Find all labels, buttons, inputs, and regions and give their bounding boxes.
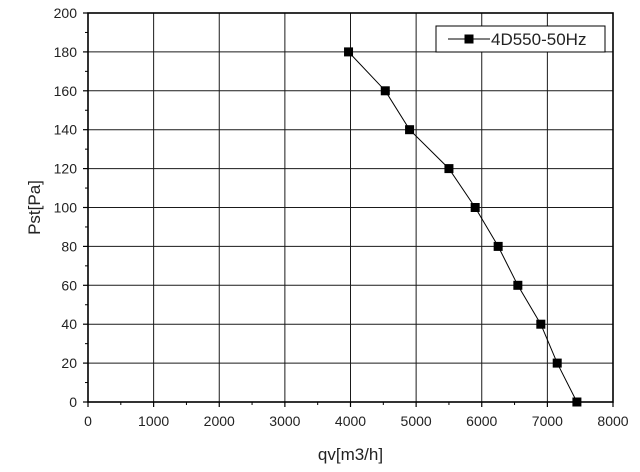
x-tick-label: 0 (84, 413, 92, 429)
data-point (380, 86, 390, 96)
y-tick-label: 200 (54, 5, 78, 21)
x-tick-label: 1000 (138, 413, 169, 429)
data-point (493, 241, 503, 251)
series-lines (348, 51, 578, 403)
x-tick-label: 7000 (532, 413, 563, 429)
y-tick-label: 120 (54, 161, 78, 177)
legend-label: 4D550-50Hz (491, 30, 586, 49)
data-point (552, 358, 562, 368)
y-tick-label: 160 (54, 83, 78, 99)
y-axis-tick-labels: 0 20 40 60 80 100 120 140 160 180 200 (54, 5, 78, 410)
y-tick-label: 140 (54, 122, 78, 138)
x-axis-title: qv[m3/h] (318, 445, 383, 464)
data-point (405, 125, 415, 135)
y-tick-label: 100 (54, 200, 78, 216)
x-tick-label: 2000 (204, 413, 235, 429)
x-tick-label: 4000 (335, 413, 366, 429)
x-tick-label: 8000 (597, 413, 628, 429)
data-point (513, 280, 523, 290)
data-point (536, 319, 546, 329)
x-tick-label: 3000 (269, 413, 300, 429)
legend: 4D550-50Hz (435, 25, 606, 53)
x-axis-tick-labels: 0 1000 2000 3000 4000 5000 6000 7000 8000 (84, 413, 629, 429)
y-tick-label: 0 (69, 394, 77, 410)
y-tick-label: 60 (61, 277, 77, 293)
data-point (572, 397, 582, 407)
plot-area-frame (87, 12, 614, 403)
y-tick-label: 80 (61, 238, 77, 254)
series-line (348, 51, 578, 403)
y-axis-title: Pst[Pa] (25, 180, 44, 235)
y-tick-label: 180 (54, 44, 78, 60)
data-point (344, 47, 354, 57)
data-point (470, 203, 480, 212)
y-tick-label: 20 (61, 355, 77, 371)
x-tick-label: 5000 (401, 413, 432, 429)
legend-marker-sample (464, 34, 474, 44)
data-point (444, 164, 454, 174)
series-markers (344, 47, 582, 407)
x-tick-label: 6000 (466, 413, 497, 429)
y-tick-label: 40 (61, 316, 77, 332)
